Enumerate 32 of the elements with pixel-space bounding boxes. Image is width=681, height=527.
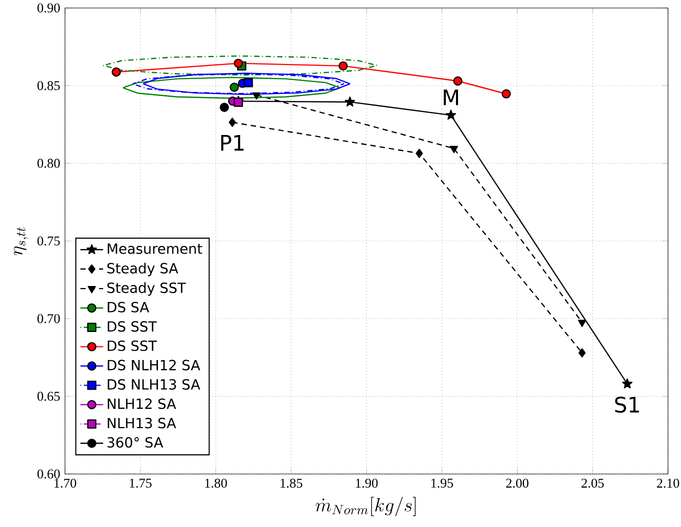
- x-tick-label: 1.95: [431, 478, 454, 488]
- x-axis-title: $\dot{m}_{Norm}[kg/s]$: [316, 496, 416, 516]
- x-tick-label: 2.05: [582, 478, 604, 488]
- y-tick-label: 0.75: [37, 236, 60, 246]
- annotation: M: [444, 90, 458, 106]
- y-axis-title: $\eta_{s,tt}$: [14, 227, 28, 256]
- x-tick-label: 1.70: [54, 478, 76, 488]
- y-tick-label: 0.90: [37, 3, 60, 13]
- legend-label: Steady SST: [107, 282, 186, 296]
- legend-label: DS NLH12 SA: [108, 360, 200, 370]
- x-tick-label: 1.75: [130, 478, 152, 488]
- y-tick-label: 0.65: [37, 392, 60, 401]
- legend-label: DS NLH13 SA: [108, 379, 200, 390]
- y-tick-label: 0.70: [37, 314, 60, 324]
- x-tick-label: 1.80: [205, 478, 227, 488]
- annotation: S1: [615, 396, 639, 413]
- legend-label: Steady SA: [107, 262, 178, 276]
- legend-label: DS SST: [108, 321, 157, 332]
- legend-label: DS SA: [108, 302, 150, 312]
- legend-label: NLH12 SA: [108, 398, 176, 410]
- x-tick-label: 1.90: [356, 478, 378, 488]
- x-tick-label: 2.10: [656, 478, 680, 488]
- x-tick-label: 2.00: [506, 478, 528, 488]
- legend-label: Measurement: [108, 244, 202, 254]
- y-tick-label: 0.60: [37, 469, 60, 479]
- annotation: P1: [221, 135, 244, 151]
- legend-label: NLH13 SA: [108, 418, 176, 428]
- x-tick-label: 1.85: [280, 478, 302, 488]
- y-tick-label: 0.80: [37, 158, 60, 168]
- legend-label: 360° SA: [107, 437, 164, 448]
- legend-label: DS SST: [108, 340, 157, 352]
- y-tick-label: 0.85: [37, 81, 60, 90]
